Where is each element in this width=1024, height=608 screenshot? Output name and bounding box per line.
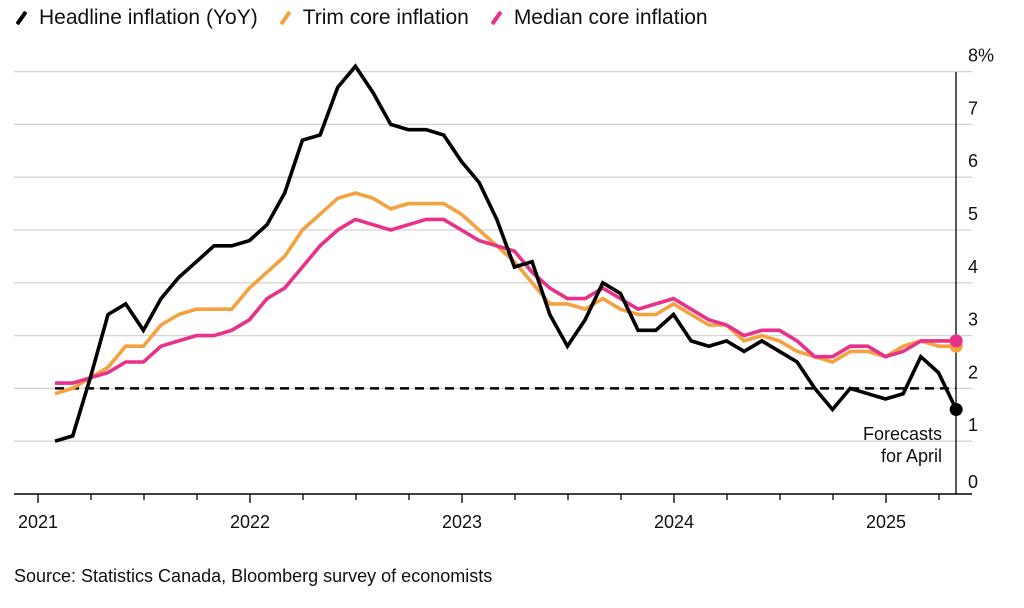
y-tick-label-0: 0 (968, 472, 978, 492)
x-tick-label-2024: 2024 (654, 512, 694, 532)
series-line-trim-core-inflation (54, 191, 957, 396)
forecast-annotation-line1: Forecasts (863, 424, 942, 444)
x-tick-label-2022: 2022 (230, 512, 270, 532)
y-tick-label-6: 6 (968, 151, 978, 171)
inflation-line-chart: 0 1 2 3 4 5 6 7 8% 2021 2022 2023 2024 2025 Forecastsf… (14, 46, 994, 532)
y-tick-label-1: 1 (968, 415, 978, 435)
legend-item-trim: Trim core inflation (278, 6, 469, 30)
legend-label-headline: Headline inflation (YoY) (39, 6, 258, 29)
legend-item-headline: Headline inflation (YoY) (14, 6, 258, 30)
legend-label-trim: Trim core inflation (302, 6, 469, 29)
forecast-annotation-line2: for April (881, 446, 942, 466)
x-tick-label-2021: 2021 (18, 512, 58, 532)
y-tick-label-5: 5 (968, 204, 978, 224)
series-line-headline-inflation-yoy (54, 63, 958, 443)
chart-legend: Headline inflation (YoY) Trim core infla… (14, 6, 708, 30)
y-tick-label-8: 8% (968, 46, 994, 66)
legend-label-median: Median core inflation (513, 6, 708, 29)
y-tick-label-7: 7 (968, 98, 978, 118)
y-tick-label-4: 4 (968, 257, 978, 277)
source-note: Source: Statistics Canada, Bloomberg sur… (14, 566, 493, 586)
forecast-point-2 (949, 334, 963, 348)
x-tick-label-2023: 2023 (442, 512, 482, 532)
y-tick-label-3: 3 (968, 310, 978, 330)
y-tick-label-2: 2 (968, 362, 978, 382)
forecast-point-0 (949, 403, 963, 417)
x-tick-label-2025: 2025 (866, 512, 906, 532)
series-line-median-core-inflation (55, 217, 957, 385)
legend-item-median: Median core inflation (489, 6, 708, 30)
